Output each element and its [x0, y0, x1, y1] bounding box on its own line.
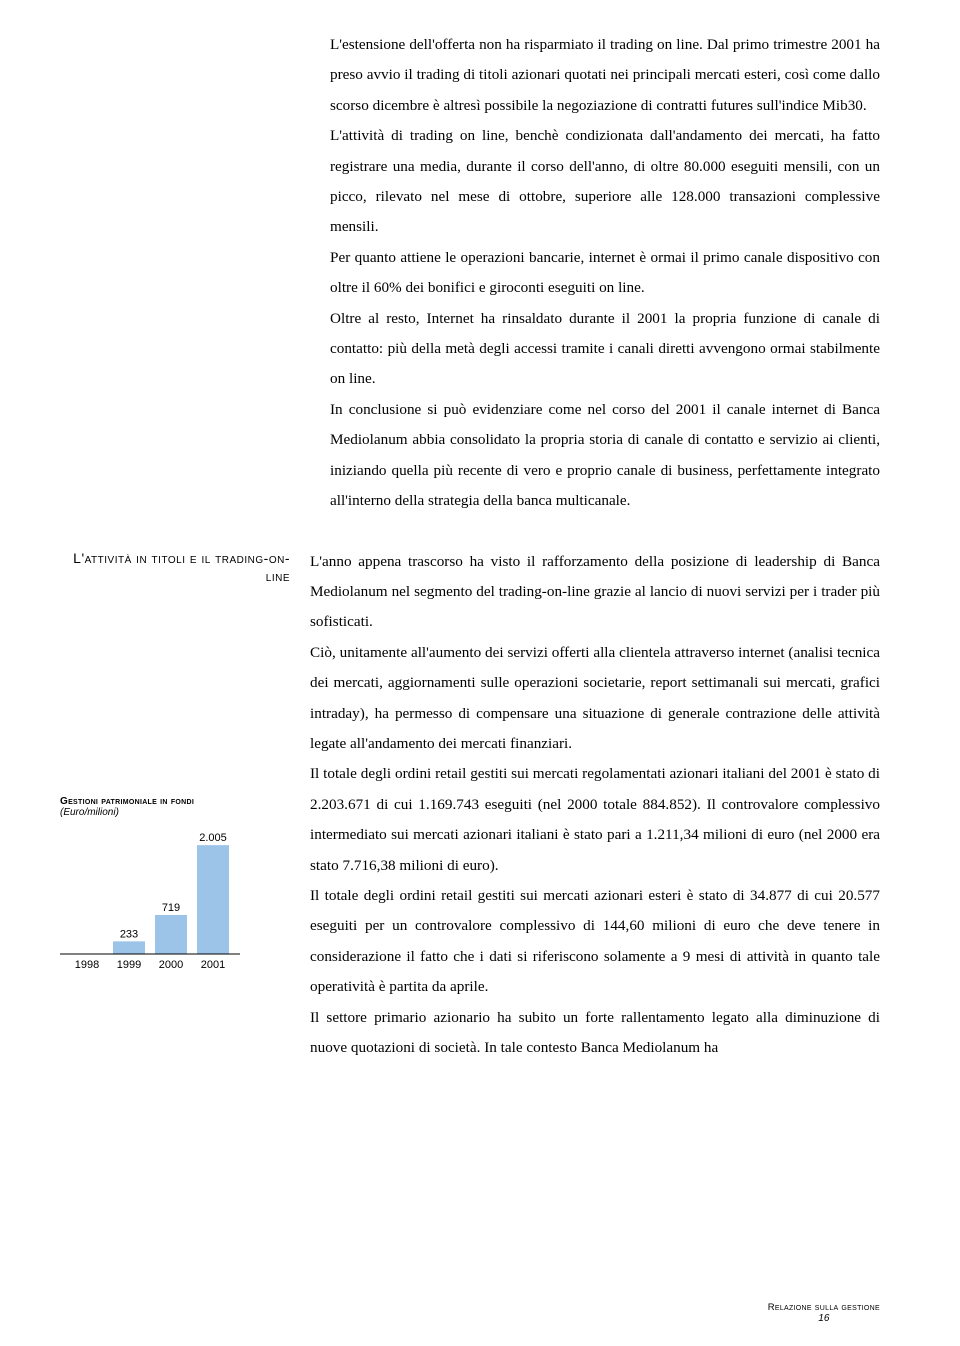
page-footer: Relazione sulla gestione 16 [768, 1302, 880, 1324]
bar-value-label: 233 [120, 929, 138, 941]
bar-chart: 1998 233 1999 719 2000 2.005 2001 [60, 826, 240, 976]
bar-category-label: 1998 [75, 959, 99, 971]
bar-category-label: 2001 [201, 959, 225, 971]
bar-category-label: 1999 [117, 959, 141, 971]
bar-value-label: 719 [162, 902, 180, 914]
footer-title: Relazione sulla gestione [768, 1302, 880, 1313]
right-paragraph: L'anno appena trascorso ha visto il raff… [310, 547, 880, 1064]
top-paragraph: L'estensione dell'offerta non ha risparm… [330, 30, 880, 517]
footer-page-number: 16 [768, 1313, 880, 1324]
bar-category-label: 2000 [159, 959, 183, 971]
bar [155, 915, 187, 954]
chart-subtitle: (Euro/milioni) [60, 807, 290, 818]
bar [197, 845, 229, 954]
bar [113, 942, 145, 955]
chart-title: Gestioni patrimoniale in fondi [60, 796, 290, 807]
chart-container: Gestioni patrimoniale in fondi (Euro/mil… [60, 796, 290, 976]
bar-value-label: 2.005 [199, 832, 227, 844]
section-heading: L'attività in titoli e il trading-on-lin… [60, 549, 290, 587]
